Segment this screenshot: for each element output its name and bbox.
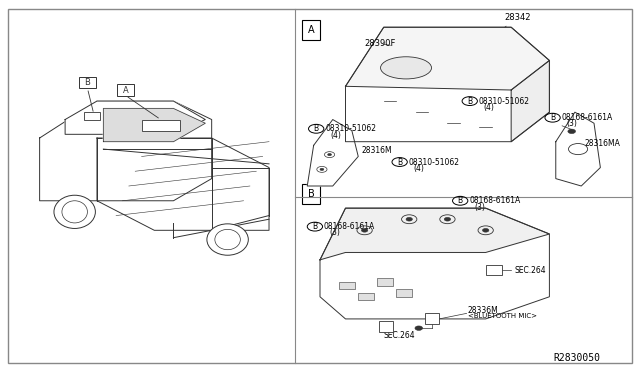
FancyBboxPatch shape [358,293,374,301]
Text: 28316MA: 28316MA [584,140,620,148]
Text: B: B [458,196,463,205]
Polygon shape [307,119,358,186]
Polygon shape [320,208,549,319]
Circle shape [483,228,489,232]
Text: (3): (3) [329,228,340,237]
Polygon shape [346,27,549,142]
Polygon shape [320,208,549,260]
Circle shape [320,168,324,170]
Text: B: B [314,124,319,133]
Text: 08310-51062: 08310-51062 [479,97,530,106]
Circle shape [362,228,368,232]
Text: 28316M: 28316M [362,147,392,155]
Text: B: B [308,189,314,199]
Text: <BLUETOOTH MIC>: <BLUETOOTH MIC> [468,313,537,319]
Text: SEC.264: SEC.264 [515,266,546,275]
Text: R2830050: R2830050 [554,353,600,363]
Text: B: B [550,113,555,122]
Polygon shape [65,101,205,134]
FancyBboxPatch shape [339,282,355,289]
Circle shape [568,129,575,134]
Polygon shape [346,27,549,90]
Text: 28390F: 28390F [365,39,396,48]
Circle shape [406,217,412,221]
Text: (3): (3) [474,202,485,212]
Polygon shape [556,112,600,186]
FancyBboxPatch shape [117,84,134,96]
Text: 08310-51062: 08310-51062 [325,124,376,133]
Ellipse shape [381,57,431,79]
FancyBboxPatch shape [79,77,96,88]
Text: 08168-6161A: 08168-6161A [324,222,375,231]
FancyBboxPatch shape [425,313,439,324]
Text: B: B [397,157,402,167]
Circle shape [328,154,332,156]
Text: A: A [123,86,129,94]
Ellipse shape [62,201,88,223]
Text: B: B [467,97,472,106]
Text: (4): (4) [330,131,341,140]
Ellipse shape [54,195,95,228]
Polygon shape [97,138,269,230]
Text: B: B [84,78,90,87]
Ellipse shape [207,224,248,255]
FancyBboxPatch shape [396,289,412,297]
Text: 28336M: 28336M [468,306,499,315]
Text: 08168-6161A: 08168-6161A [469,196,520,205]
Text: A: A [308,25,314,35]
Polygon shape [103,109,205,142]
Text: 08168-6161A: 08168-6161A [561,113,612,122]
FancyBboxPatch shape [302,184,320,205]
FancyBboxPatch shape [380,321,394,332]
FancyBboxPatch shape [378,278,394,286]
Polygon shape [511,61,549,142]
FancyBboxPatch shape [302,20,320,40]
FancyBboxPatch shape [8,9,632,363]
FancyBboxPatch shape [84,112,100,119]
Text: 28342: 28342 [505,13,531,27]
Text: (3): (3) [566,119,577,128]
FancyBboxPatch shape [141,119,180,131]
FancyBboxPatch shape [486,265,502,275]
Text: B: B [312,222,317,231]
Ellipse shape [215,230,241,250]
Text: SEC.264: SEC.264 [384,331,415,340]
Circle shape [415,326,422,330]
Text: (4): (4) [484,103,495,112]
Text: (4): (4) [413,164,424,173]
Circle shape [444,217,451,221]
Text: 08310-51062: 08310-51062 [408,157,460,167]
